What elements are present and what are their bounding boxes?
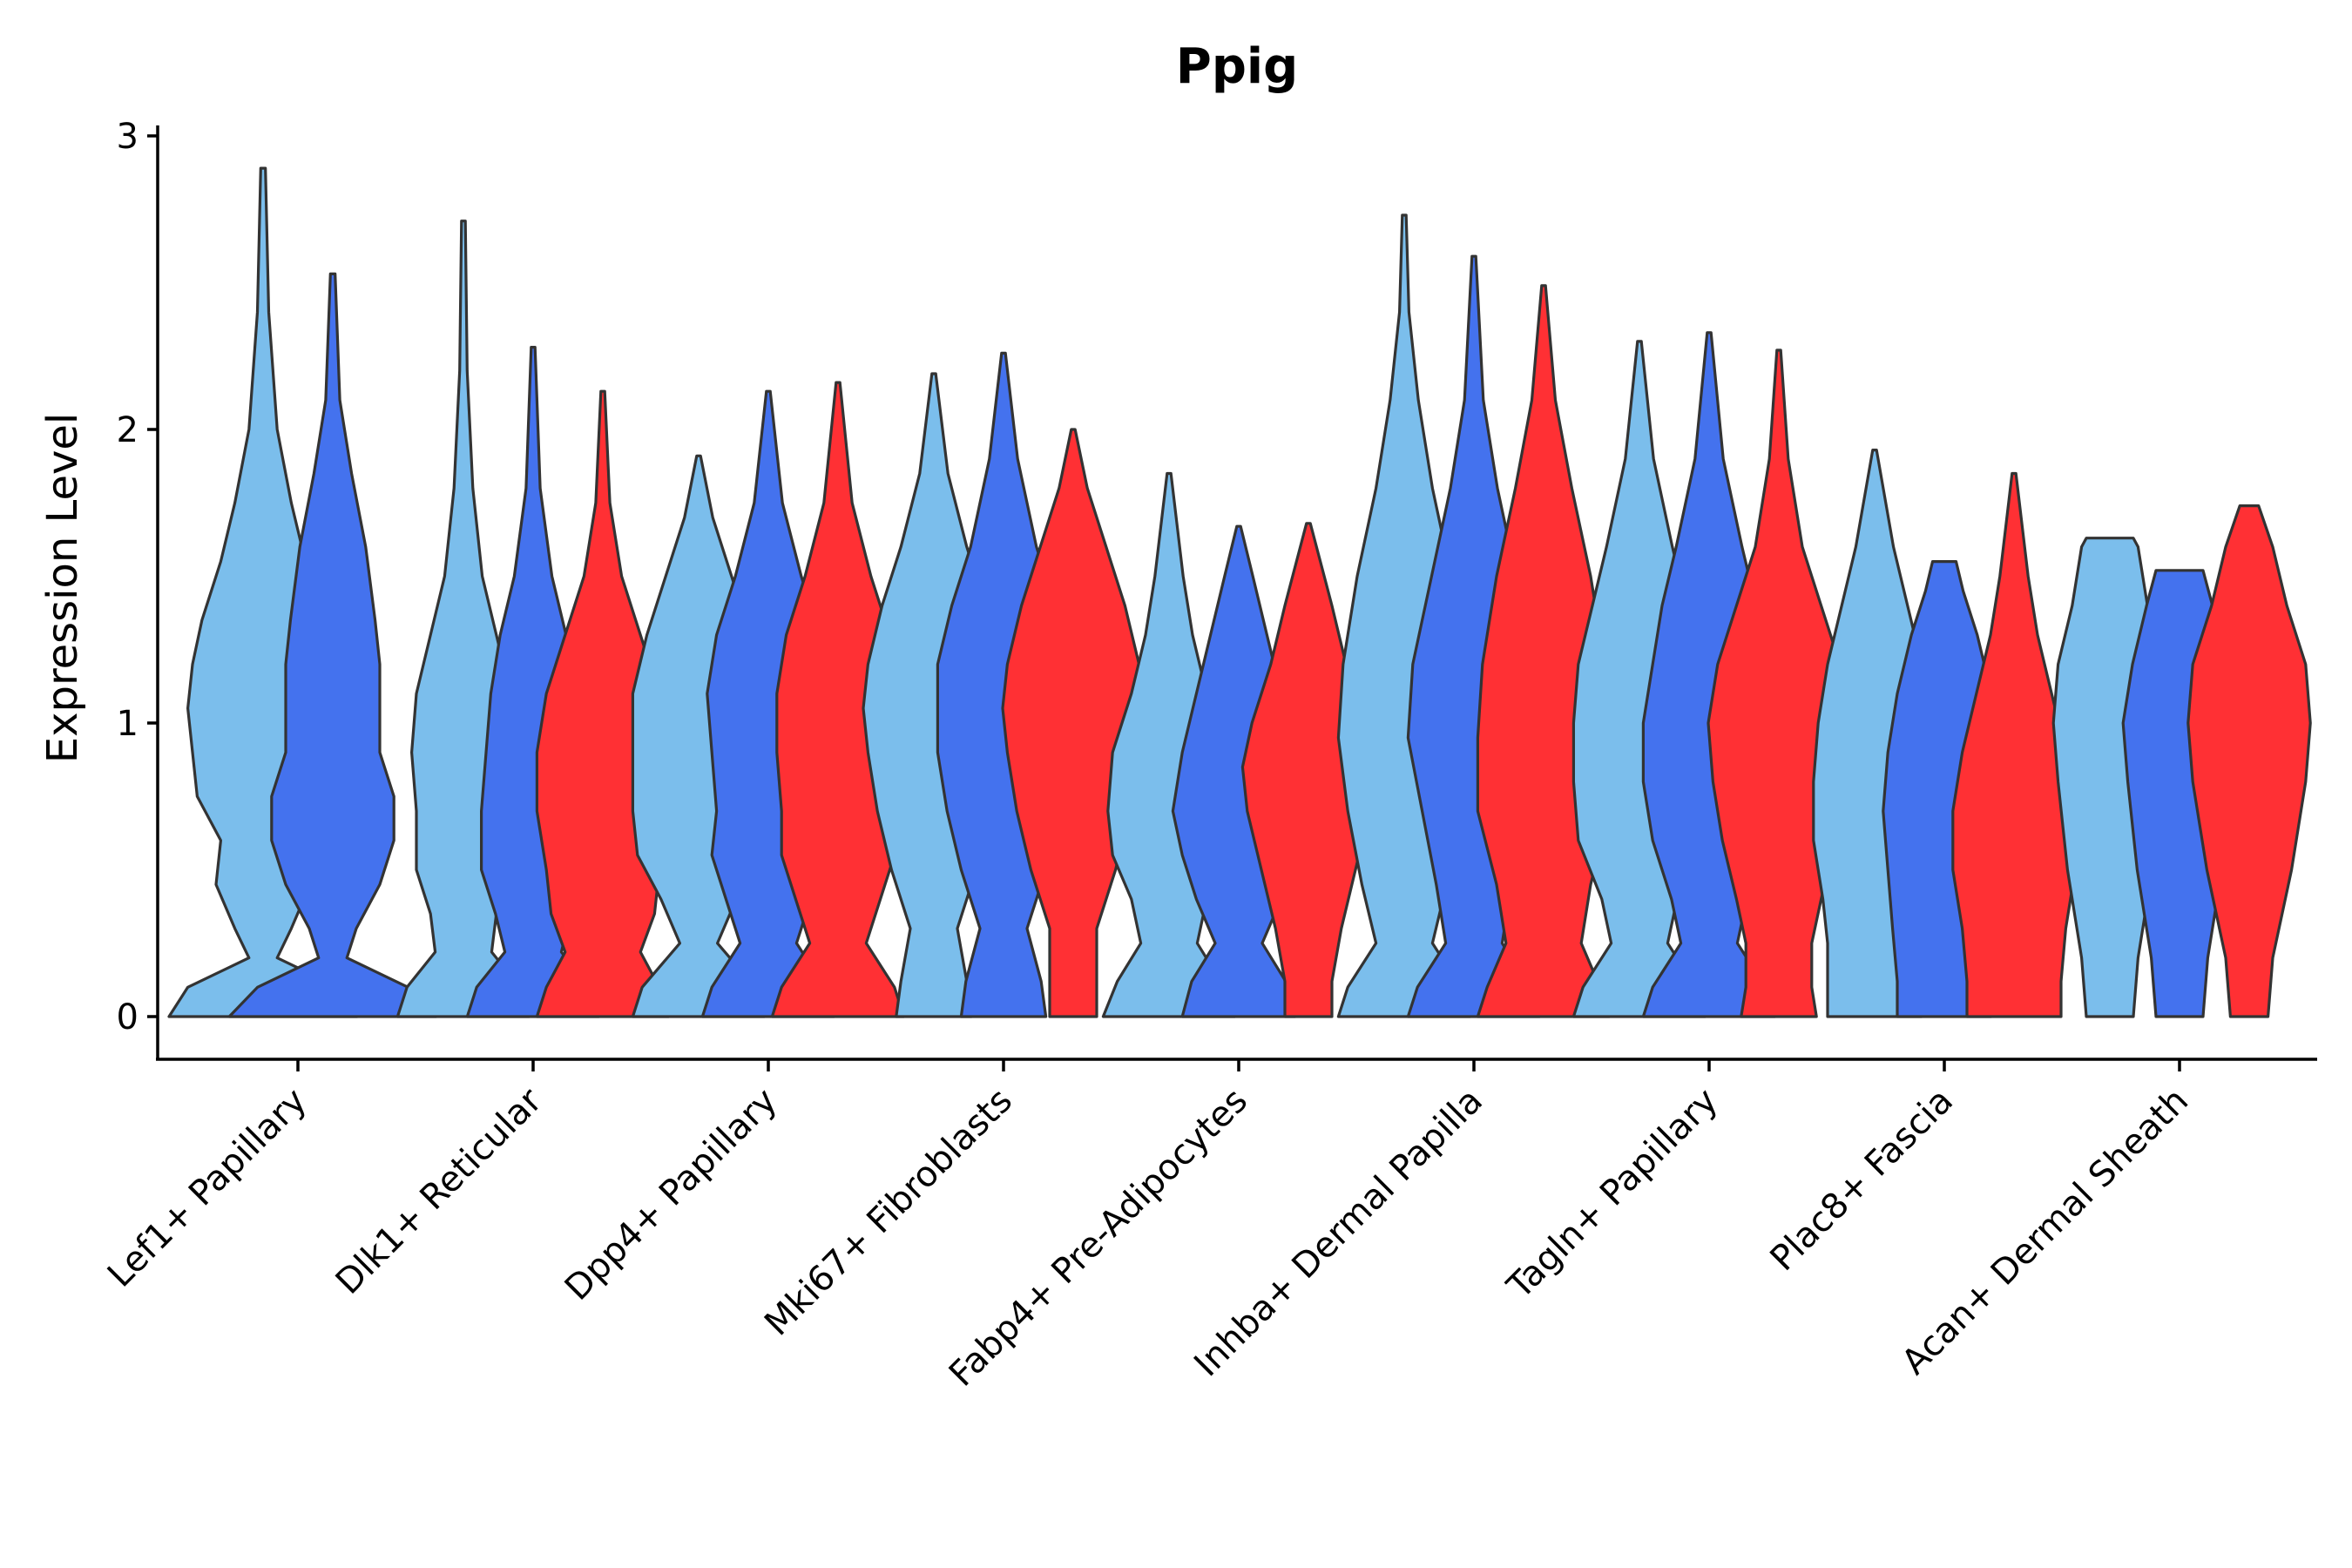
- x-axis-ticks: Lef1+ Papillary Dlk1+ Reticular Dpp4+ Papi…: [100, 1059, 2196, 1395]
- x-tick-label: Dpp4+ Papillary: [558, 1081, 785, 1308]
- x-tick-label: Plac8+ Fascia: [1763, 1081, 1962, 1280]
- y-tick-label: 3: [117, 117, 139, 157]
- x-tick-label: Dlk1+ Reticular: [328, 1080, 551, 1302]
- y-tick-label: 2: [117, 410, 139, 450]
- chart-title: Ppig: [1176, 38, 1298, 95]
- violin-9-3: [2186, 504, 2312, 1018]
- y-tick-label: 1: [117, 704, 139, 744]
- x-tick-label: Mki67+ Fibroblasts: [757, 1081, 1020, 1344]
- x-tick-label: Lef1+ Papillary: [100, 1081, 314, 1295]
- x-tick-label: Tagln+ Papillary: [1499, 1081, 1726, 1308]
- violin-1-2: [227, 272, 438, 1018]
- violin-layer: [167, 166, 2312, 1018]
- y-axis-label: Expression Level: [38, 413, 87, 764]
- y-axis-ticks: 0 1 2 3: [117, 117, 158, 1037]
- y-tick-label: 0: [117, 997, 139, 1037]
